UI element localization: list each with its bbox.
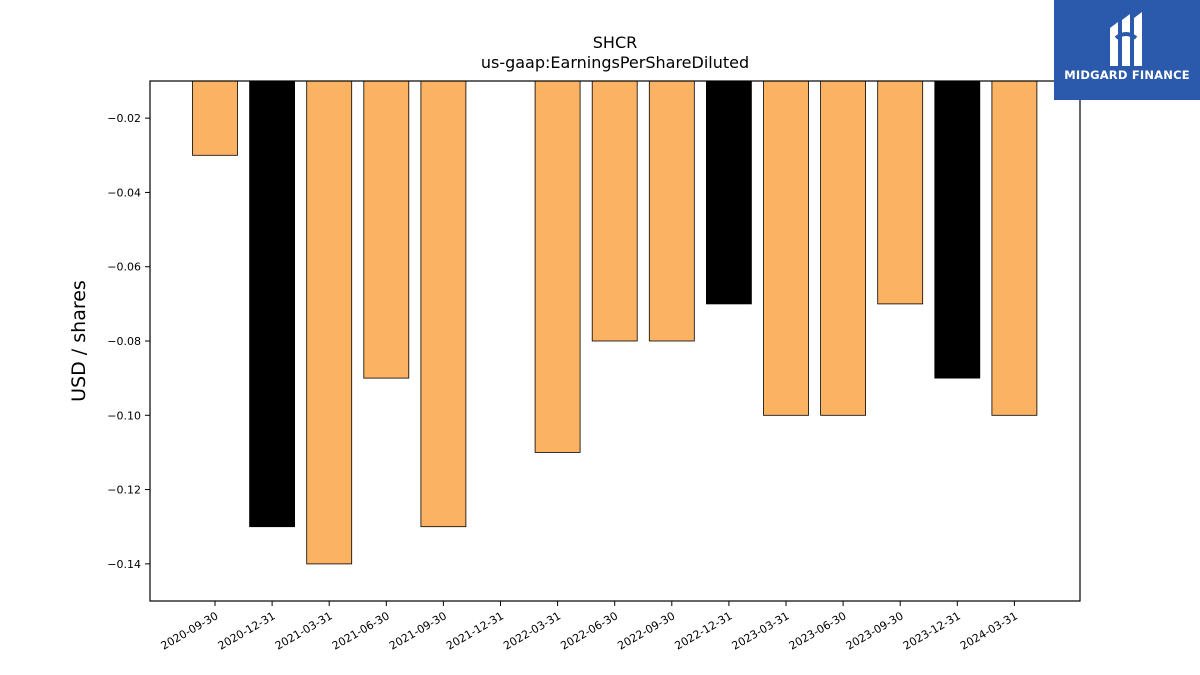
y-axis-label: USD / shares [68,280,90,402]
y-tick-label: −0.14 [107,558,141,571]
x-tick-label: 2022-09-30 [615,609,677,652]
x-tick-label: 2023-06-30 [787,609,849,652]
x-axis: 2020-09-302020-12-312021-03-312021-06-30… [159,601,1020,653]
bar-2023-03-31 [763,80,809,416]
bar-2024-03-31 [991,80,1038,416]
bar-2023-06-30 [820,80,866,416]
chart-title: SHCR [593,33,637,52]
y-tick-label: −0.12 [107,484,141,497]
x-tick-label: 2020-09-30 [159,609,221,652]
y-tick-label: −0.08 [107,335,141,348]
x-tick-label: 2022-12-31 [673,609,735,652]
bar-2021-03-31 [306,80,353,565]
bar-2020-09-30 [192,80,238,156]
x-tick-label: 2021-12-31 [444,609,506,652]
logo-text: MIDGARD FINANCE [1064,68,1190,82]
x-tick-label: 2023-12-31 [901,609,963,652]
bar-2021-06-30 [363,80,410,379]
x-tick-label: 2020-12-31 [216,609,278,652]
x-tick-label: 2022-03-31 [501,609,563,652]
bar-2021-09-30 [420,80,467,528]
y-axis: −0.02 −0.04 −0.06 −0.08 −0.10 −0.12 −0.14 [107,112,150,571]
bar-2020-12-31 [249,80,296,528]
x-tick-label: 2021-03-31 [273,609,335,652]
y-tick-label: −0.06 [107,261,141,274]
bar-2023-12-31 [934,80,981,379]
y-tick-label: −0.02 [107,112,141,125]
x-tick-label: 2024-03-31 [958,609,1020,652]
chart-subtitle: us-gaap:EarningsPerShareDiluted [481,53,749,72]
y-tick-label: −0.04 [107,186,141,199]
bar-2023-09-30 [877,80,924,305]
x-tick-label: 2022-06-30 [558,609,620,652]
y-tick-label: −0.10 [107,409,141,422]
bar-2022-12-31 [706,80,752,305]
bar-2022-06-30 [591,80,638,342]
x-tick-label: 2023-09-30 [844,609,906,652]
midgard-finance-logo: MIDGARD FINANCE [1054,0,1200,100]
x-tick-label: 2023-03-31 [730,609,792,652]
x-tick-label: 2021-06-30 [330,609,392,652]
bar-2022-09-30 [648,80,695,342]
bar-2022-03-31 [534,80,581,453]
logo-mark-icon [1110,12,1142,66]
x-tick-label: 2021-09-30 [387,609,449,652]
bars-group [192,80,1038,565]
